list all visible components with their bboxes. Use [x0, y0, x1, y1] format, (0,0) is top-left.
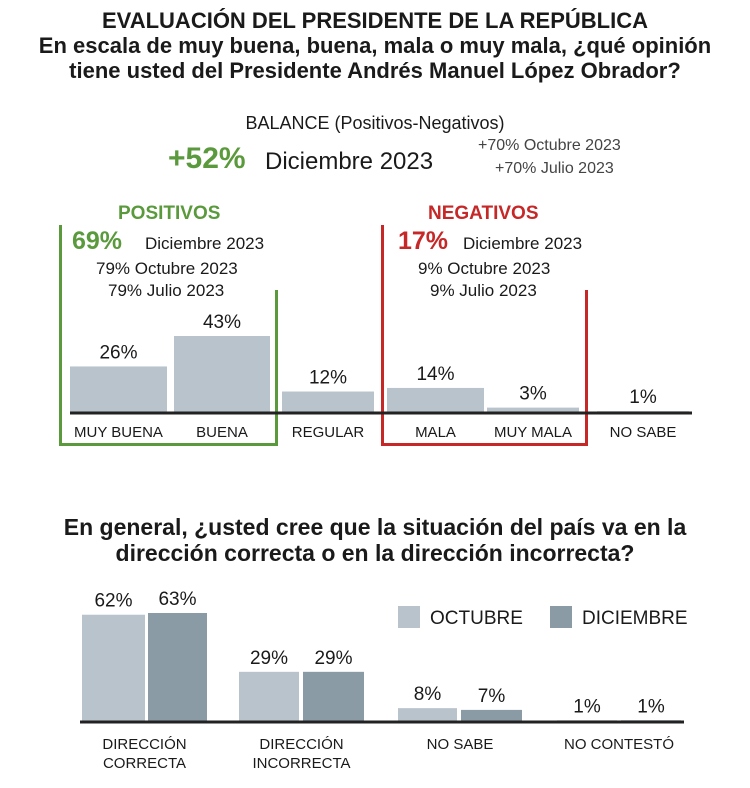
negativos-prev-1: 9% Octubre 2023 — [418, 259, 551, 278]
positivos-prev-2: 79% Julio 2023 — [108, 281, 225, 300]
category-label: CORRECTA — [103, 755, 186, 772]
chart-title: EVALUACIÓN DEL PRESIDENTE DE LA REPÚBLIC… — [102, 8, 648, 33]
value-label: 3% — [519, 384, 547, 405]
direction-bar-chart: 62% 63% DIRECCIÓN CORRECTA 29% 29% DIRECCIÓN IN… — [80, 589, 688, 772]
category-label: NO SABE — [427, 736, 494, 753]
positivos-period: Diciembre 2023 — [145, 234, 265, 253]
balance-label: BALANCE (Positivos-Negativos) — [245, 113, 505, 133]
bar-diciembre — [148, 613, 207, 722]
category-label: BUENA — [196, 424, 248, 441]
negativos-bracket — [381, 225, 588, 446]
value-label: 43% — [203, 312, 241, 333]
category-label: DIRECCIÓN — [259, 736, 343, 753]
positivos-label: POSITIVOS — [118, 203, 221, 224]
value-label: 7% — [478, 686, 506, 707]
bar-muy-mala — [487, 407, 579, 413]
positivos-value: 69% — [72, 227, 123, 255]
bar-buena — [174, 336, 270, 413]
category-label: NO SABE — [610, 424, 677, 441]
positivos-bracket — [59, 225, 278, 446]
value-label: 26% — [99, 342, 137, 363]
category-label: INCORRECTA — [252, 755, 350, 772]
value-label: 63% — [158, 589, 196, 610]
negativos-bracket-cover — [560, 222, 590, 290]
opinion-bar-chart: 26% MUY BUENA 43% BUENA 12% REGULAR 14% MALA 3% M… — [70, 312, 692, 441]
negativos-period: Diciembre 2023 — [463, 234, 583, 253]
value-label: 1% — [573, 696, 601, 717]
category-label: NO CONTESTÓ — [564, 736, 674, 753]
value-label: 29% — [250, 648, 288, 669]
legend-swatch-diciembre — [550, 606, 572, 628]
positivos-bracket-cover — [200, 222, 280, 290]
category-label: MUY MALA — [494, 424, 572, 441]
value-label: 12% — [309, 368, 347, 389]
bar-diciembre — [303, 671, 364, 722]
balance-value: +52% — [168, 142, 246, 175]
question-line-2: tiene usted del Presidente Andrés Manuel… — [69, 58, 681, 83]
legend-swatch-octubre — [398, 606, 420, 628]
bar-diciembre — [461, 709, 522, 722]
direction-question-line-2: dirección correcta o en la dirección inc… — [115, 540, 635, 566]
negativos-label: NEGATIVOS — [428, 203, 539, 224]
balance-prev-1: +70% Octubre 2023 — [478, 137, 621, 154]
value-label: 62% — [94, 591, 132, 612]
direction-question-line-1: En general, ¿usted cree que la situación… — [63, 514, 687, 540]
legend-label-diciembre: DICIEMBRE — [582, 608, 688, 629]
bar-octubre — [398, 708, 457, 722]
category-label: DIRECCIÓN — [102, 736, 186, 753]
positivos-prev-1: 79% Octubre 2023 — [96, 259, 238, 278]
value-label: 14% — [416, 364, 454, 385]
negativos-prev-2: 9% Julio 2023 — [430, 281, 537, 300]
bar-octubre — [239, 671, 299, 722]
bar-mala — [387, 387, 484, 413]
value-label: 29% — [314, 648, 352, 669]
question-line-1: En escala de muy buena, buena, mala o mu… — [38, 33, 712, 58]
value-label: 1% — [637, 696, 665, 717]
category-label: MUY BUENA — [74, 424, 163, 441]
category-label: MALA — [415, 424, 456, 441]
category-label: REGULAR — [292, 424, 365, 441]
value-label: 1% — [629, 387, 657, 408]
balance-period: Diciembre 2023 — [265, 148, 434, 175]
bar-regular — [282, 391, 374, 413]
balance-prev-2: +70% Julio 2023 — [495, 160, 614, 177]
negativos-value: 17% — [398, 227, 449, 255]
value-label: 8% — [414, 684, 442, 705]
bar-muy-buena — [70, 366, 167, 413]
bar-octubre — [82, 614, 145, 722]
legend-label-octubre: OCTUBRE — [430, 608, 523, 629]
